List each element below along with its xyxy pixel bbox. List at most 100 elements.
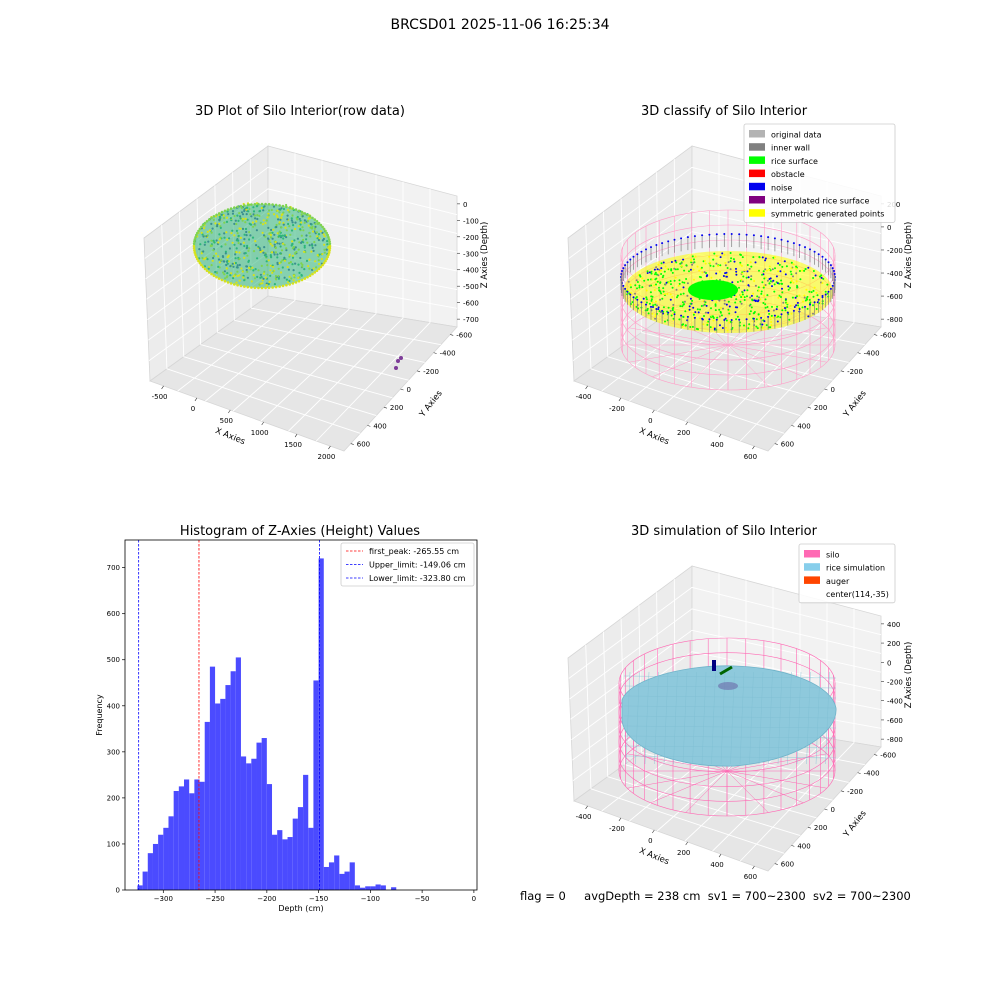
plot1-point	[313, 240, 316, 244]
plot1-point	[244, 217, 247, 220]
grid-line	[585, 224, 592, 369]
plot2-point	[658, 286, 660, 289]
plot2-point	[654, 271, 657, 274]
plot1-rim-point	[325, 231, 329, 235]
plot1-point	[309, 235, 312, 238]
plot2-point	[724, 317, 727, 320]
plot1-point	[202, 227, 206, 230]
plot1-point	[240, 267, 243, 270]
plot2-point	[660, 292, 663, 295]
plot2-noise-point	[655, 244, 658, 246]
plot2-point	[667, 306, 670, 309]
histogram-legend-label: first_peak: -265.55 cm	[369, 547, 459, 556]
plot1-point	[253, 214, 256, 217]
plot1-point	[225, 231, 228, 234]
plot2-point	[776, 305, 779, 308]
plot2-noise-point	[760, 316, 763, 319]
plot2-point	[735, 270, 738, 273]
plot1-rim-point	[215, 213, 218, 217]
plot4-silo-spoke	[726, 753, 827, 772]
plot2-point	[653, 289, 656, 291]
plot1-point	[201, 256, 204, 260]
plot2-point	[731, 281, 734, 284]
plot2-point	[744, 325, 747, 328]
plot1-rim-point	[327, 238, 331, 241]
plot2-point	[778, 294, 781, 297]
y-tick	[840, 790, 845, 793]
histogram-y-tick-label: 600	[107, 610, 120, 618]
grid-line	[570, 209, 882, 300]
plot2-point	[790, 280, 793, 282]
plot4-x-axis-title: X Axies	[638, 846, 671, 867]
grid-line	[624, 344, 817, 399]
plot2-point	[713, 252, 716, 255]
plot2-legend-label: interpolated rice surface	[771, 197, 869, 206]
plot1-rim-point	[297, 279, 301, 283]
plot2-z-tick-label: -600	[887, 293, 903, 301]
plot2-point	[768, 268, 771, 271]
plot2-point	[816, 294, 819, 297]
plot2-noise-point	[650, 246, 652, 249]
plot1-rim-point	[223, 279, 227, 283]
plot1-point	[269, 264, 272, 267]
plot2-point	[707, 320, 710, 323]
plot1-point	[269, 233, 272, 237]
histogram-bar	[360, 887, 366, 890]
plot2-point	[732, 258, 735, 261]
plot1-point	[294, 262, 297, 265]
plot1-point	[226, 275, 229, 278]
plot2-noise-point	[738, 233, 741, 236]
x-tick	[718, 853, 722, 858]
plot2-point	[761, 281, 764, 284]
plot2-point	[757, 286, 760, 289]
plot1-rim-point	[203, 221, 207, 225]
plot1-point	[323, 235, 326, 238]
plot2-point	[684, 324, 687, 327]
plot2-point	[794, 296, 797, 299]
plot2-point	[688, 305, 691, 308]
plot4-surface-mesh	[635, 671, 640, 765]
plot1-rim-point	[223, 209, 227, 213]
plot2-noise-point	[767, 236, 770, 239]
x-tick	[652, 829, 655, 834]
plot2-point	[670, 269, 673, 272]
plot4-surface-mesh	[625, 671, 631, 765]
plot2-point	[648, 302, 651, 305]
plot1-rim-point	[315, 269, 319, 273]
plot1-point	[299, 223, 302, 226]
plot2-noise-point	[798, 244, 801, 246]
plot1-point	[283, 234, 286, 237]
plot4-legend-label: rice simulation	[826, 564, 885, 573]
plot2-y-tick-label: 600	[781, 441, 794, 449]
plot2-point	[631, 301, 634, 304]
plot2-point	[725, 319, 728, 322]
plot1-point	[239, 215, 242, 218]
plot2-point	[698, 275, 701, 278]
plot2-point	[727, 308, 730, 311]
plot1-outlier-point	[394, 366, 398, 370]
plot2-point	[660, 262, 663, 265]
plot2-point	[681, 301, 684, 304]
plot1-point	[274, 241, 277, 244]
plot1-point	[245, 230, 248, 234]
plot1-rim-point	[327, 253, 330, 256]
plot1-point	[317, 233, 321, 236]
avg-depth-text: avgDepth = 238 cm	[584, 889, 701, 903]
plot2-point	[660, 273, 663, 275]
plot1-z-axis-title: Z Axies (Depth)	[480, 222, 490, 289]
plot2-noise-point	[624, 287, 627, 290]
plot1-y-tick-label: -200	[423, 368, 439, 376]
plot1-point	[247, 210, 250, 213]
grid-line	[739, 608, 855, 862]
plot1-rim-point	[326, 233, 330, 237]
plot1-rim-point	[315, 220, 319, 223]
plot2-point	[636, 287, 638, 290]
plot2-point	[710, 307, 712, 310]
plot2-point	[634, 297, 637, 300]
plot2-point	[719, 256, 722, 259]
plot1-point	[248, 207, 251, 211]
plot2-point	[681, 325, 684, 328]
plot1-point	[236, 270, 239, 273]
plot1-point	[307, 265, 310, 268]
plot2-point	[675, 261, 678, 264]
